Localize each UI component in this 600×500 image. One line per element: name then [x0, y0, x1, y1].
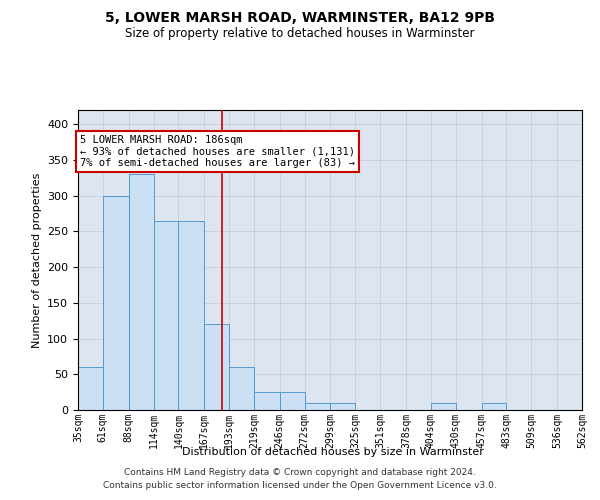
Bar: [431, 403, 456, 410]
Bar: [178, 220, 204, 410]
Bar: [204, 324, 229, 410]
Bar: [254, 392, 280, 410]
Bar: [280, 392, 305, 410]
Bar: [78, 367, 103, 410]
Text: 5, LOWER MARSH ROAD, WARMINSTER, BA12 9PB: 5, LOWER MARSH ROAD, WARMINSTER, BA12 9P…: [105, 12, 495, 26]
Text: Contains HM Land Registry data © Crown copyright and database right 2024.
Contai: Contains HM Land Registry data © Crown c…: [103, 468, 497, 489]
Bar: [331, 403, 355, 410]
Y-axis label: Number of detached properties: Number of detached properties: [32, 172, 41, 348]
Text: Size of property relative to detached houses in Warminster: Size of property relative to detached ho…: [125, 28, 475, 40]
Bar: [229, 367, 254, 410]
Text: Distribution of detached houses by size in Warminster: Distribution of detached houses by size …: [182, 447, 484, 457]
Bar: [305, 403, 331, 410]
Bar: [482, 403, 506, 410]
Bar: [128, 174, 154, 410]
Bar: [103, 196, 128, 410]
Text: 5 LOWER MARSH ROAD: 186sqm
← 93% of detached houses are smaller (1,131)
7% of se: 5 LOWER MARSH ROAD: 186sqm ← 93% of deta…: [80, 135, 355, 168]
Bar: [154, 220, 178, 410]
